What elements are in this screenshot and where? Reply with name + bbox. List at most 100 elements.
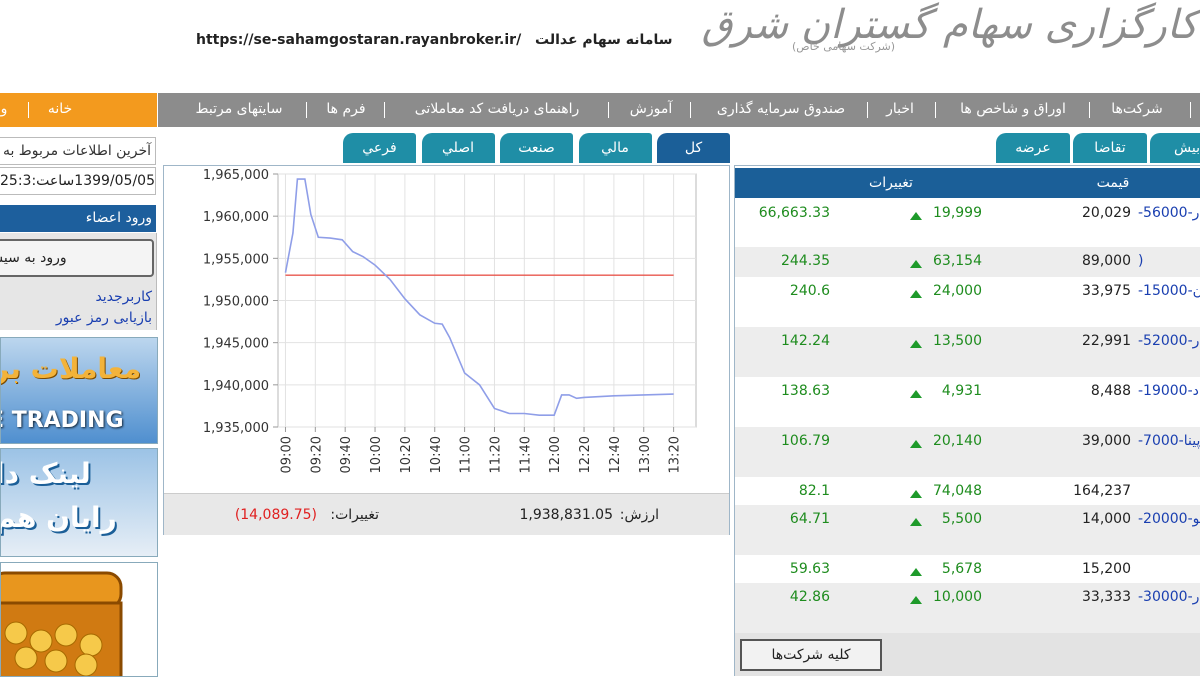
index-chart: 1,935,000 1,940,000 1,945,000 1,950,000 1,95… — [203, 168, 697, 473]
nav-item[interactable]: آموزش — [629, 101, 673, 117]
company-name[interactable]: -20000-لو — [1138, 511, 1200, 527]
change: 19,999 — [933, 205, 982, 221]
up-arrow — [910, 212, 922, 220]
x-tick-label: 12:40 — [608, 436, 623, 473]
nav-item[interactable]: خانه — [47, 101, 73, 117]
table-header — [735, 168, 1200, 198]
x-tick-label: 12:00 — [548, 436, 563, 473]
nav-separator — [867, 102, 868, 118]
banner[interactable]: معاملات بر E TRADING — [0, 337, 158, 444]
price: 39,000 — [1082, 433, 1131, 449]
banner[interactable]: لینک دا رایان هم — [0, 448, 158, 557]
table-row: 15,200 5,678 59.63 — [735, 555, 1200, 583]
company-name[interactable]: -56000-ر — [1138, 205, 1200, 221]
nav-item[interactable]: صندوق سرمایه گذاری — [716, 101, 846, 117]
x-tick-label: 10:00 — [369, 436, 384, 473]
x-tick-label: 09:20 — [309, 436, 324, 473]
nav-item[interactable]: فرم ها — [326, 101, 366, 117]
traded-value: 59.63 — [789, 561, 830, 577]
nav-separator — [1190, 102, 1191, 118]
banner-text: E TRADING — [0, 408, 124, 433]
nav-separator — [935, 102, 936, 118]
company-name[interactable]: -30000-ر — [1138, 589, 1200, 605]
nav-separator — [384, 102, 385, 118]
banner-text: معاملات بر — [0, 352, 142, 385]
site-url: https://se-sahamgostaran.rayanbroker.ir/ — [196, 32, 522, 48]
price: 8,488 — [1090, 383, 1131, 399]
index-tab[interactable]: فرعي — [343, 133, 416, 163]
price: 164,237 — [1073, 483, 1131, 499]
market-tab[interactable]: عرضه — [996, 133, 1070, 163]
value-label: ارزش: — [619, 507, 659, 523]
change: 24,000 — [933, 283, 982, 299]
traded-value: 142.24 — [781, 333, 830, 349]
traded-value: 66,663.33 — [758, 205, 830, 221]
last-update: 1399/05/05ساعت:25:3 — [0, 167, 156, 195]
banner-text: لینک دا — [0, 457, 91, 490]
all-companies-button[interactable]: کلیه شرکت‌ها — [740, 639, 882, 671]
change: 20,140 — [933, 433, 982, 449]
y-tick-label: 1,945,000 — [203, 337, 269, 352]
price: 89,000 — [1082, 253, 1131, 269]
nav-separator — [28, 102, 29, 118]
logo-subtitle: (شرکت سهامی خاص) — [792, 40, 896, 53]
traded-value: 42.86 — [789, 589, 830, 605]
nav-separator — [690, 102, 691, 118]
change-label: تغییرات: — [330, 507, 379, 523]
traded-value: 64.71 — [789, 511, 830, 527]
company-name[interactable]: -7000-پینا — [1138, 433, 1200, 449]
x-tick-label: 13:20 — [668, 436, 683, 473]
company-name[interactable]: -52000-ر — [1138, 333, 1200, 349]
line-series — [284, 178, 674, 416]
up-arrow — [910, 490, 922, 498]
company-name[interactable]: -15000-ن — [1138, 283, 1200, 299]
index-tab[interactable]: کل — [657, 133, 730, 163]
market-tab[interactable]: تقاضا — [1073, 133, 1147, 163]
price: 33,975 — [1082, 283, 1131, 299]
y-tick-label: 1,950,000 — [203, 295, 269, 310]
nav-item[interactable]: شرکت‌ها — [1111, 101, 1163, 117]
up-arrow — [910, 568, 922, 576]
company-name[interactable]: -19000-د — [1138, 383, 1199, 399]
change: 63,154 — [933, 253, 982, 269]
nav-item[interactable]: راهنمای دریافت کد معاملاتی — [414, 101, 580, 117]
company-name[interactable]: ) — [1138, 253, 1144, 269]
link[interactable]: بازیابی رمز عبور — [55, 310, 152, 326]
up-arrow — [910, 596, 922, 604]
last-update-label: آخرین اطلاعات مربوط به — [0, 137, 156, 165]
x-tick-label: 12:20 — [578, 436, 593, 473]
table-row: ) 89,000 63,154 244.35 — [735, 247, 1200, 277]
column-header: قیمت — [1096, 175, 1130, 191]
index-value: 1,938,831.05 — [519, 507, 613, 523]
table-row: 164,237 74,048 82.1 — [735, 477, 1200, 505]
table-row: -19000-د 8,488 4,931 138.63 — [735, 377, 1200, 427]
link[interactable]: کاربرجدید — [95, 289, 152, 305]
up-arrow — [910, 390, 922, 398]
nav-item[interactable]: و — [0, 101, 8, 117]
index-tab[interactable]: اصلي — [421, 133, 495, 163]
change: 10,000 — [933, 589, 982, 605]
nav-bar: شرکت‌ها اوراق و شاخص ها اخبار صندوق سرمایه … — [158, 93, 1200, 127]
login-button[interactable]: ورود به سیس — [0, 239, 154, 277]
x-tick-label: 11:20 — [488, 436, 503, 473]
market-tab[interactable]: بیش — [1150, 133, 1200, 163]
nav-item[interactable]: اخبار — [886, 101, 914, 117]
index-tab[interactable]: صنعت — [500, 133, 573, 163]
members-title: ورود اعضاء — [0, 205, 156, 232]
banner[interactable] — [0, 562, 158, 677]
traded-value: 240.6 — [789, 283, 830, 299]
nav-item[interactable]: سایتهای مرتبط — [195, 101, 283, 117]
index-change: (14,089.75) — [234, 507, 317, 523]
nav-item[interactable]: اوراق و شاخص ها — [960, 101, 1066, 117]
x-tick-label: 09:00 — [279, 436, 294, 473]
traded-value: 244.35 — [781, 253, 830, 269]
x-tick-label: 10:20 — [399, 436, 414, 473]
logo[interactable]: کارگزاری سهام گستران شرق — [701, 2, 1198, 48]
traded-value: 106.79 — [781, 433, 830, 449]
x-tick-label: 11:40 — [518, 436, 533, 473]
index-tab[interactable]: مالي — [578, 133, 652, 163]
up-arrow — [910, 260, 922, 268]
x-tick-label: 10:40 — [429, 436, 444, 473]
y-tick-label: 1,955,000 — [203, 252, 269, 267]
y-tick-label: 1,965,000 — [203, 168, 269, 183]
